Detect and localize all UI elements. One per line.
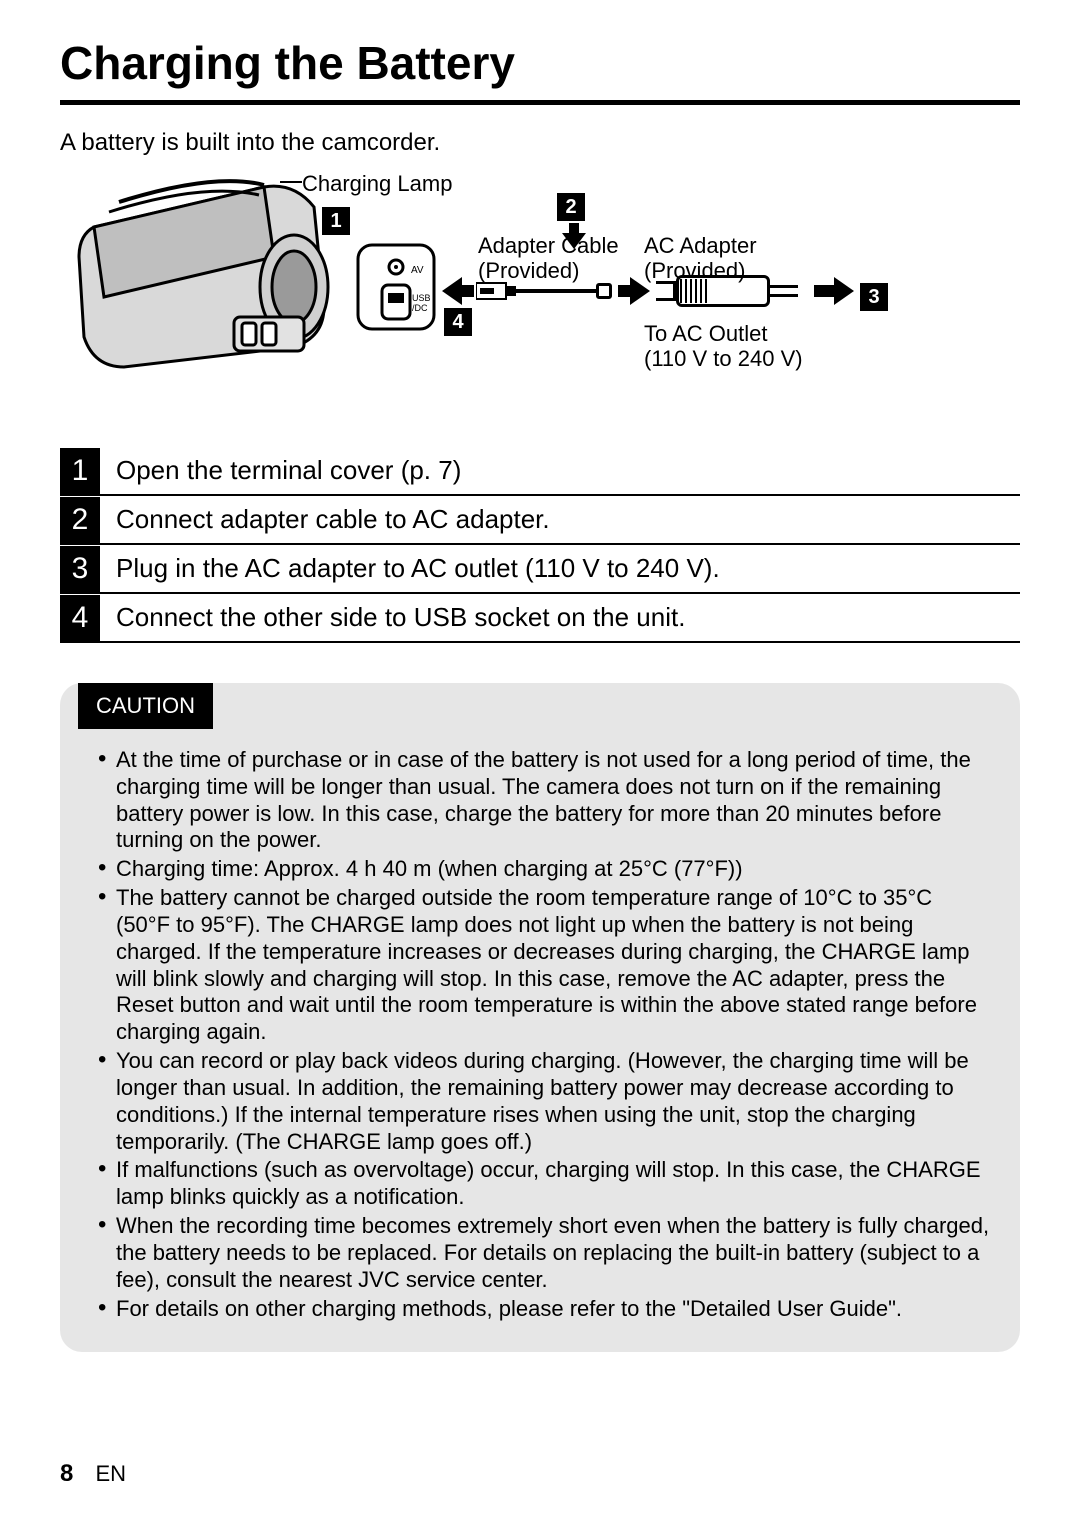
diagram-callout-2: 2 <box>557 193 585 221</box>
camcorder-illustration <box>64 167 364 377</box>
caution-item: Charging time: Approx. 4 h 40 m (when ch… <box>98 856 990 883</box>
caution-item: When the recording time becomes extremel… <box>98 1213 990 1293</box>
step-text: Connect adapter cable to AC adapter. <box>100 496 550 543</box>
steps-list: 1 Open the terminal cover (p. 7) 2 Conne… <box>60 447 1020 643</box>
page-lang: EN <box>95 1461 126 1486</box>
caution-item: If malfunctions (such as overvoltage) oc… <box>98 1157 990 1211</box>
adapter-cable-label: Adapter Cable (Provided) <box>478 233 619 284</box>
arrow-left-icon <box>440 273 476 309</box>
step-row: 3 Plug in the AC adapter to AC outlet (1… <box>60 545 1020 594</box>
page-number: 8 <box>60 1460 73 1487</box>
provided-text: (Provided) <box>478 258 579 283</box>
svg-text:/DC: /DC <box>412 303 428 313</box>
cable-plug-icon <box>596 283 612 299</box>
caution-item: For details on other charging methods, p… <box>98 1296 990 1323</box>
diagram-callout-4: 4 <box>444 308 472 336</box>
adapter-prongs-icon <box>770 283 808 299</box>
cable-segment <box>516 289 598 293</box>
charging-lamp-label: Charging Lamp <box>302 171 452 197</box>
step-number: 4 <box>60 595 100 641</box>
caution-list: At the time of purchase or in case of th… <box>84 729 996 1322</box>
page-footer: 8 EN <box>60 1460 126 1488</box>
step-text: Plug in the AC adapter to AC outlet (110… <box>100 545 720 592</box>
outlet-voltage-text: (110 V to 240 V) <box>644 346 803 371</box>
step-text: Connect the other side to USB socket on … <box>100 594 685 641</box>
caution-item: At the time of purchase or in case of th… <box>98 747 990 854</box>
adapter-cable-text: Adapter Cable <box>478 233 619 258</box>
step-row: 4 Connect the other side to USB socket o… <box>60 594 1020 643</box>
provided-text: (Provided) <box>644 258 745 283</box>
caution-label: CAUTION <box>78 683 213 729</box>
manual-page: Charging the Battery A battery is built … <box>0 0 1080 1522</box>
ac-adapter-text: AC Adapter <box>644 233 757 258</box>
to-outlet-text: To AC Outlet <box>644 321 768 346</box>
caution-item: The battery cannot be charged outside th… <box>98 885 990 1046</box>
charging-lamp-leader <box>280 181 302 183</box>
step-number: 1 <box>60 448 100 494</box>
diagram-callout-1: 1 <box>322 207 350 235</box>
step-number: 2 <box>60 497 100 543</box>
diagram: Charging Lamp 1 2 3 4 AV USB /DC <box>60 163 1020 423</box>
step-row: 1 Open the terminal cover (p. 7) <box>60 447 1020 496</box>
page-title: Charging the Battery <box>60 36 1020 105</box>
intro-text: A battery is built into the camcorder. <box>60 129 1020 157</box>
usb-plug-icon <box>476 281 516 301</box>
ac-adapter-label: AC Adapter (Provided) <box>644 233 757 284</box>
arrow-right-icon <box>812 273 856 314</box>
step-number: 3 <box>60 546 100 592</box>
adapter-socket-icon <box>656 281 676 301</box>
ac-outlet-label: To AC Outlet (110 V to 240 V) <box>644 321 803 372</box>
caution-box: CAUTION At the time of purchase or in ca… <box>60 683 1020 1352</box>
caution-item: You can record or play back videos durin… <box>98 1048 990 1155</box>
step-text: Open the terminal cover (p. 7) <box>100 447 461 494</box>
svg-text:AV: AV <box>411 265 424 276</box>
diagram-callout-3: 3 <box>860 283 888 311</box>
terminal-panel-inset: AV USB /DC <box>356 243 436 331</box>
svg-text:USB: USB <box>412 293 431 303</box>
step-row: 2 Connect adapter cable to AC adapter. <box>60 496 1020 545</box>
